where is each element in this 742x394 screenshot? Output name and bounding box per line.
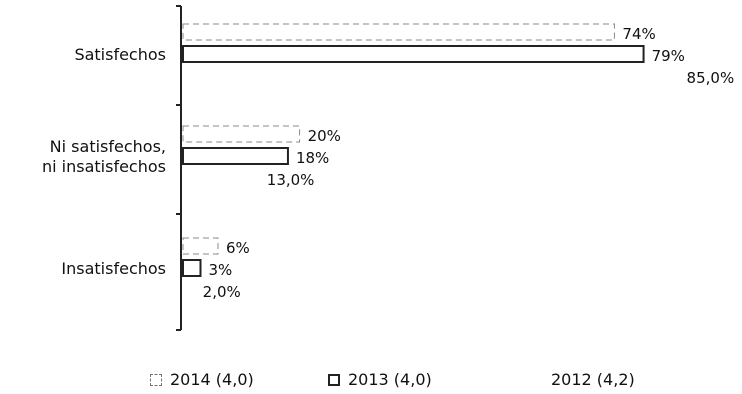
legend-label-2014: 2014 (4,0) [170,370,254,389]
data-label: 74% [622,25,655,43]
category-label: Ni satisfechos, ni insatisfechos [42,137,166,176]
category-label: Insatisfechos [61,259,166,278]
legend-item-2014: 2014 (4,0) [150,370,254,389]
bar [182,147,289,165]
bar [182,237,219,255]
legend-swatch-2013 [328,373,340,386]
legend: 2014 (4,0) 2013 (4,0) 2012 (4,2) [0,366,742,394]
data-label: 20% [308,127,341,145]
legend-swatch-2014 [150,373,162,386]
legend-label-2013: 2013 (4,0) [348,370,432,389]
data-label: 18% [296,149,329,167]
data-label: 2,0% [203,283,241,301]
data-label: 6% [226,239,250,257]
bar [182,45,645,63]
bar [182,125,301,143]
bar [182,23,615,41]
legend-item-2012: 2012 (4,2) [551,370,635,389]
data-label: 3% [208,261,232,279]
data-label: 13,0% [267,171,315,189]
data-label: 79% [652,47,685,65]
bar-chart: Satisfechos Ni satisfechos, ni insatisfech… [42,5,735,331]
legend-item-2013: 2013 (4,0) [328,370,432,389]
category-label: Satisfechos [74,45,166,64]
legend-label-2012: 2012 (4,2) [551,370,635,389]
bar [182,259,202,277]
data-label: 85,0% [687,69,735,87]
